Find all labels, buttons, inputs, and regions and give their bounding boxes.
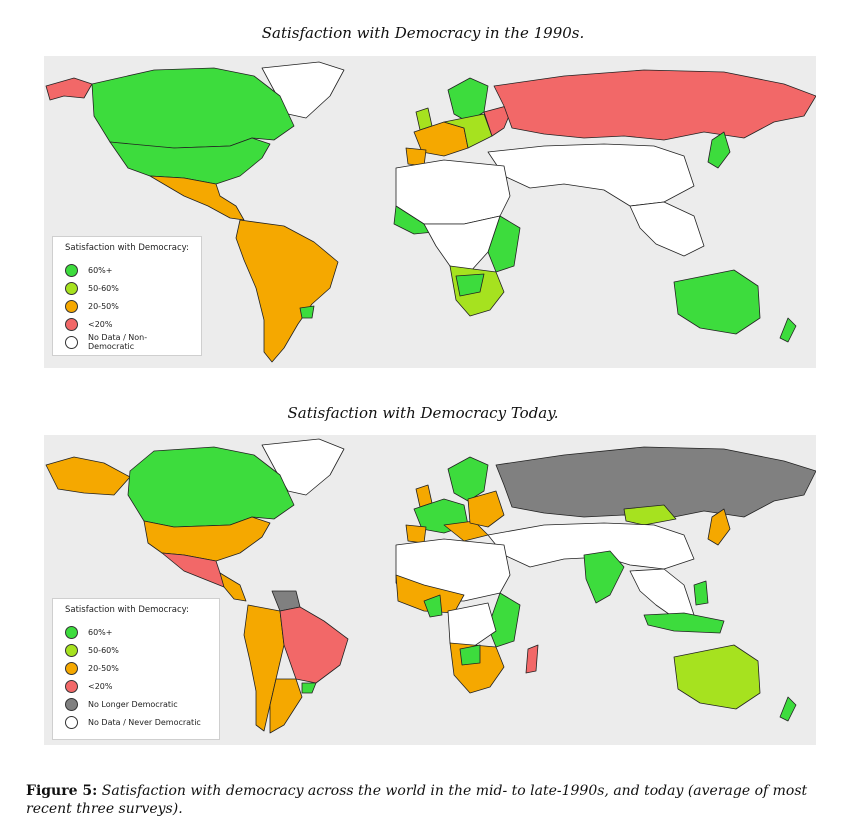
legend-label: No Data / Never Democratic — [88, 717, 201, 727]
swatch-under-20 — [65, 317, 78, 331]
legend-item: <20% — [65, 677, 209, 695]
swatch-no-longer-democratic — [65, 697, 78, 711]
swatch-under-20 — [65, 679, 78, 693]
region-russia — [495, 446, 816, 520]
region-australia — [673, 269, 761, 335]
region-southeast-asia — [629, 568, 695, 620]
region-madagascar — [525, 644, 539, 674]
legend-item: No Data / Never Democratic — [65, 713, 209, 731]
region-australia — [673, 644, 761, 710]
region-mexico — [149, 175, 245, 221]
region-indonesia — [643, 612, 725, 634]
legend-item: 60%+ — [65, 623, 209, 641]
map-1990s: Satisfaction with Democracy: 60%+ 50-60%… — [44, 56, 816, 368]
legend-1990s-title: Satisfaction with Democracy: — [65, 243, 189, 253]
legend-1990s: Satisfaction with Democracy: 60%+ 50-60%… — [52, 236, 202, 356]
legend-label: <20% — [88, 681, 113, 691]
region-south-africa-green — [455, 273, 485, 297]
legend-label: No Data / Non-Democratic — [88, 333, 148, 351]
swatch-50-60 — [65, 643, 78, 657]
legend-label: 20-50% — [88, 301, 119, 311]
region-new-zealand — [779, 696, 797, 722]
region-scandinavia — [447, 456, 489, 502]
world-map-1990s — [45, 61, 816, 363]
swatch-no-data — [65, 335, 78, 349]
region-southeast-asia — [629, 201, 705, 257]
legend-label: <20% — [88, 319, 113, 329]
region-iberia — [405, 524, 427, 544]
legend-item: <20% — [65, 315, 191, 333]
legend-item: 20-50% — [65, 297, 191, 315]
region-central-africa — [447, 602, 497, 650]
region-new-zealand — [779, 317, 797, 343]
region-alaska — [45, 77, 93, 101]
legend-label: 60%+ — [88, 627, 113, 637]
region-india — [583, 550, 625, 604]
region-uruguay — [299, 305, 315, 319]
legend-item: No Data / Non-Democratic — [65, 333, 191, 351]
region-central-africa — [423, 215, 501, 273]
region-west-africa — [393, 205, 435, 235]
region-mongolia — [623, 504, 677, 526]
region-middle-east — [487, 143, 695, 207]
region-central-europe — [443, 113, 493, 149]
region-japan — [707, 508, 731, 546]
region-southern-africa-green — [459, 644, 481, 666]
region-philippines — [693, 580, 709, 606]
region-north-africa — [395, 159, 511, 225]
world-map-today — [45, 438, 816, 734]
legend-label: No Longer Democratic — [88, 699, 178, 709]
map-today-title: Satisfaction with Democracy Today. — [287, 404, 559, 422]
swatch-20-50 — [65, 299, 78, 313]
legend-label: 20-50% — [88, 663, 119, 673]
region-brazil — [279, 606, 349, 684]
legend-item: 20-50% — [65, 659, 209, 677]
legend-today: Satisfaction with Democracy: 60%+ 50-60%… — [52, 598, 220, 740]
region-alaska — [45, 456, 131, 496]
legend-item: 60%+ — [65, 261, 191, 279]
map-1990s-title: Satisfaction with Democracy in the 1990s… — [261, 24, 585, 42]
region-argentina — [269, 678, 303, 734]
region-usa — [109, 137, 271, 185]
region-russia — [493, 69, 816, 141]
region-usa — [143, 516, 271, 562]
legend-label: 50-60% — [88, 283, 119, 293]
legend-item: No Longer Democratic — [65, 695, 209, 713]
region-east-europe — [467, 490, 505, 528]
swatch-50-60 — [65, 281, 78, 295]
figure-caption: Figure 5: Satisfaction with democracy ac… — [26, 782, 832, 818]
legend-item: 50-60% — [65, 279, 191, 297]
region-japan — [707, 131, 731, 169]
region-south-america — [235, 219, 339, 363]
legend-today-title: Satisfaction with Democracy: — [65, 605, 189, 615]
legend-label: 50-60% — [88, 645, 119, 655]
swatch-no-data — [65, 715, 78, 729]
swatch-60-plus — [65, 625, 78, 639]
legend-label: 60%+ — [88, 265, 113, 275]
legend-item: 50-60% — [65, 641, 209, 659]
region-canada — [91, 67, 295, 149]
region-ghana — [423, 594, 443, 618]
figure-caption-text: Satisfaction with democracy across the w… — [26, 783, 808, 817]
swatch-20-50 — [65, 661, 78, 675]
region-central-america — [219, 572, 247, 602]
map-today: Satisfaction with Democracy: 60%+ 50-60%… — [44, 435, 816, 745]
region-uruguay — [301, 682, 317, 694]
figure-caption-label: Figure 5: — [26, 783, 98, 799]
swatch-60-plus — [65, 263, 78, 277]
